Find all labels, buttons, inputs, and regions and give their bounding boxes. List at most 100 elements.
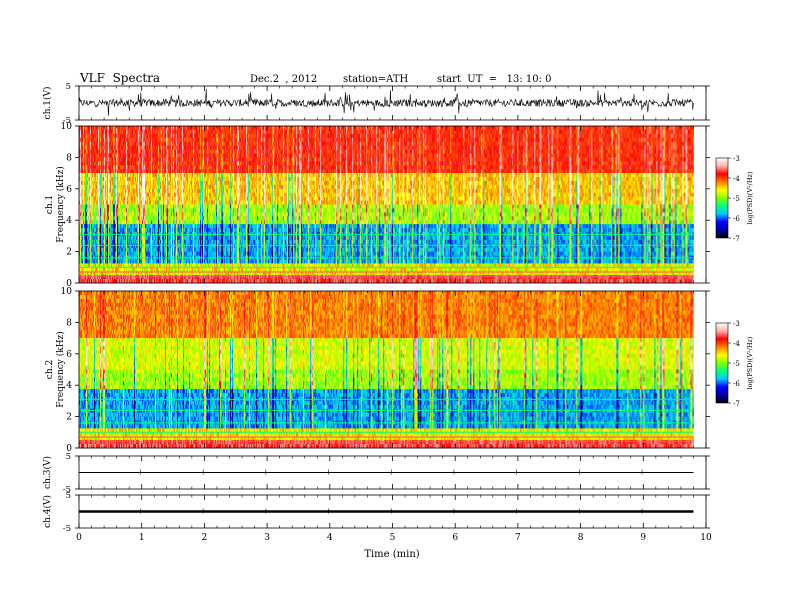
spectrogram-cell	[96, 216, 98, 221]
spectrogram-cell	[87, 220, 89, 225]
spectrogram-cell	[92, 271, 94, 276]
spectrogram-cell	[104, 165, 106, 170]
spectrogram-cell	[97, 220, 99, 225]
spectrogram-cell	[99, 271, 101, 276]
spectrogram-cell	[81, 243, 83, 248]
spectrogram-cell	[79, 196, 81, 201]
spectrogram-cell	[82, 129, 84, 135]
spectrogram-cell	[105, 243, 107, 248]
spectrogram-cell	[95, 200, 97, 205]
spectrogram-cell	[100, 216, 102, 221]
spectrogram-cell	[116, 263, 118, 268]
spectrogram-cell	[111, 208, 113, 213]
spectrogram-cell	[84, 235, 86, 241]
spectrogram-cell	[98, 165, 100, 170]
spectrogram-cell	[79, 133, 81, 139]
spectrogram-cell	[111, 279, 113, 284]
spectrogram-cell	[95, 180, 97, 186]
spectrogram-cell	[105, 145, 107, 150]
spectrogram-cell	[106, 267, 108, 272]
spectrogram-cell	[104, 173, 106, 178]
spectrogram-cell	[90, 243, 92, 248]
spectrogram-cell	[95, 204, 97, 209]
spectrogram-cell	[115, 259, 117, 264]
spectrogram-cell	[101, 153, 103, 158]
spectrogram-cell	[88, 247, 90, 252]
spectrogram-cell	[106, 153, 108, 158]
spectrogram-cell	[91, 145, 93, 150]
spectrogram-cell	[82, 251, 84, 256]
spectrogram-cell	[109, 165, 111, 170]
spectrogram-cell	[90, 141, 92, 146]
spectrogram-cell	[111, 267, 113, 272]
spectrogram-cell	[104, 220, 106, 225]
spectrogram-cell	[99, 184, 101, 190]
spectrogram-cell	[97, 216, 99, 221]
spectrogram-cell	[88, 200, 90, 205]
spectrogram-cell	[93, 137, 95, 142]
spectrogram-cell	[114, 247, 116, 252]
spectrogram-cell	[105, 267, 107, 272]
spectrogram-cell	[85, 263, 87, 268]
spectrogram-cell	[83, 165, 85, 170]
spectrogram-cell	[101, 251, 103, 256]
spectrogram-cell	[82, 173, 84, 178]
spectrogram-cell	[112, 126, 114, 131]
spectrogram-cell	[103, 275, 105, 280]
spectrogram-cell	[81, 165, 83, 170]
spectrogram-cell	[108, 220, 110, 225]
spectrogram-cell	[97, 169, 99, 174]
spectrogram-cell	[102, 251, 104, 256]
spectrogram-cell	[79, 141, 81, 146]
spectrogram-cell	[102, 271, 104, 276]
spectrogram-cell	[97, 177, 99, 182]
spectrogram-cell	[114, 251, 116, 256]
spectrogram-cell	[93, 126, 95, 131]
spectrogram-cell	[112, 228, 114, 233]
spectrogram-cell	[90, 224, 92, 229]
spectrogram-cell	[90, 169, 92, 174]
spectrogram-cell	[115, 228, 117, 233]
spectrogram-cell	[79, 212, 81, 217]
spectrogram-cell	[93, 196, 95, 201]
spectrogram-cell	[86, 271, 88, 276]
spectrogram-cell	[88, 149, 90, 154]
spectrogram-cell	[108, 157, 110, 162]
spectrogram-cell	[113, 184, 115, 190]
spectrogram-cell	[107, 173, 109, 178]
spectrogram-cell	[89, 235, 91, 241]
spectrogram-cell	[105, 224, 107, 229]
spectrogram-cell	[81, 228, 83, 233]
spectrogram-cell	[96, 141, 98, 150]
spectrogram-cell	[115, 157, 117, 162]
spectrogram-cell	[87, 126, 89, 131]
spectrogram-cell	[89, 204, 91, 209]
spectrogram-cell	[83, 188, 85, 194]
y-tick-label: -5	[63, 116, 71, 126]
spectrogram-cell	[79, 180, 81, 186]
spectrogram-cell	[105, 263, 107, 268]
spectrogram-cell	[117, 129, 119, 135]
spectrogram-cell	[106, 133, 108, 139]
spectrogram-cell	[103, 177, 105, 182]
spectrogram-cell	[79, 247, 81, 252]
spectrogram-cell	[113, 177, 115, 182]
spectrogram-cell	[113, 263, 115, 268]
spectrogram-cell	[96, 279, 98, 284]
spectrogram-cell	[91, 133, 93, 139]
spectrogram-cell	[98, 196, 100, 205]
spectrogram-cell	[90, 216, 92, 221]
spectrogram-cell	[96, 271, 98, 276]
spectrogram-cell	[102, 157, 104, 162]
spectrogram-cell	[110, 149, 112, 154]
spectrogram-cell	[98, 204, 100, 209]
spectrogram-cell	[114, 204, 116, 209]
spectrogram-cell	[93, 208, 95, 213]
spectrogram-cell	[100, 196, 102, 201]
spectrogram-cell	[94, 216, 96, 221]
spectrogram-cell	[90, 165, 92, 170]
spectrogram-cell	[86, 208, 88, 213]
spectrogram-cell	[95, 149, 97, 154]
spectrogram-cell	[89, 243, 91, 248]
spectrogram-cell	[86, 220, 88, 225]
